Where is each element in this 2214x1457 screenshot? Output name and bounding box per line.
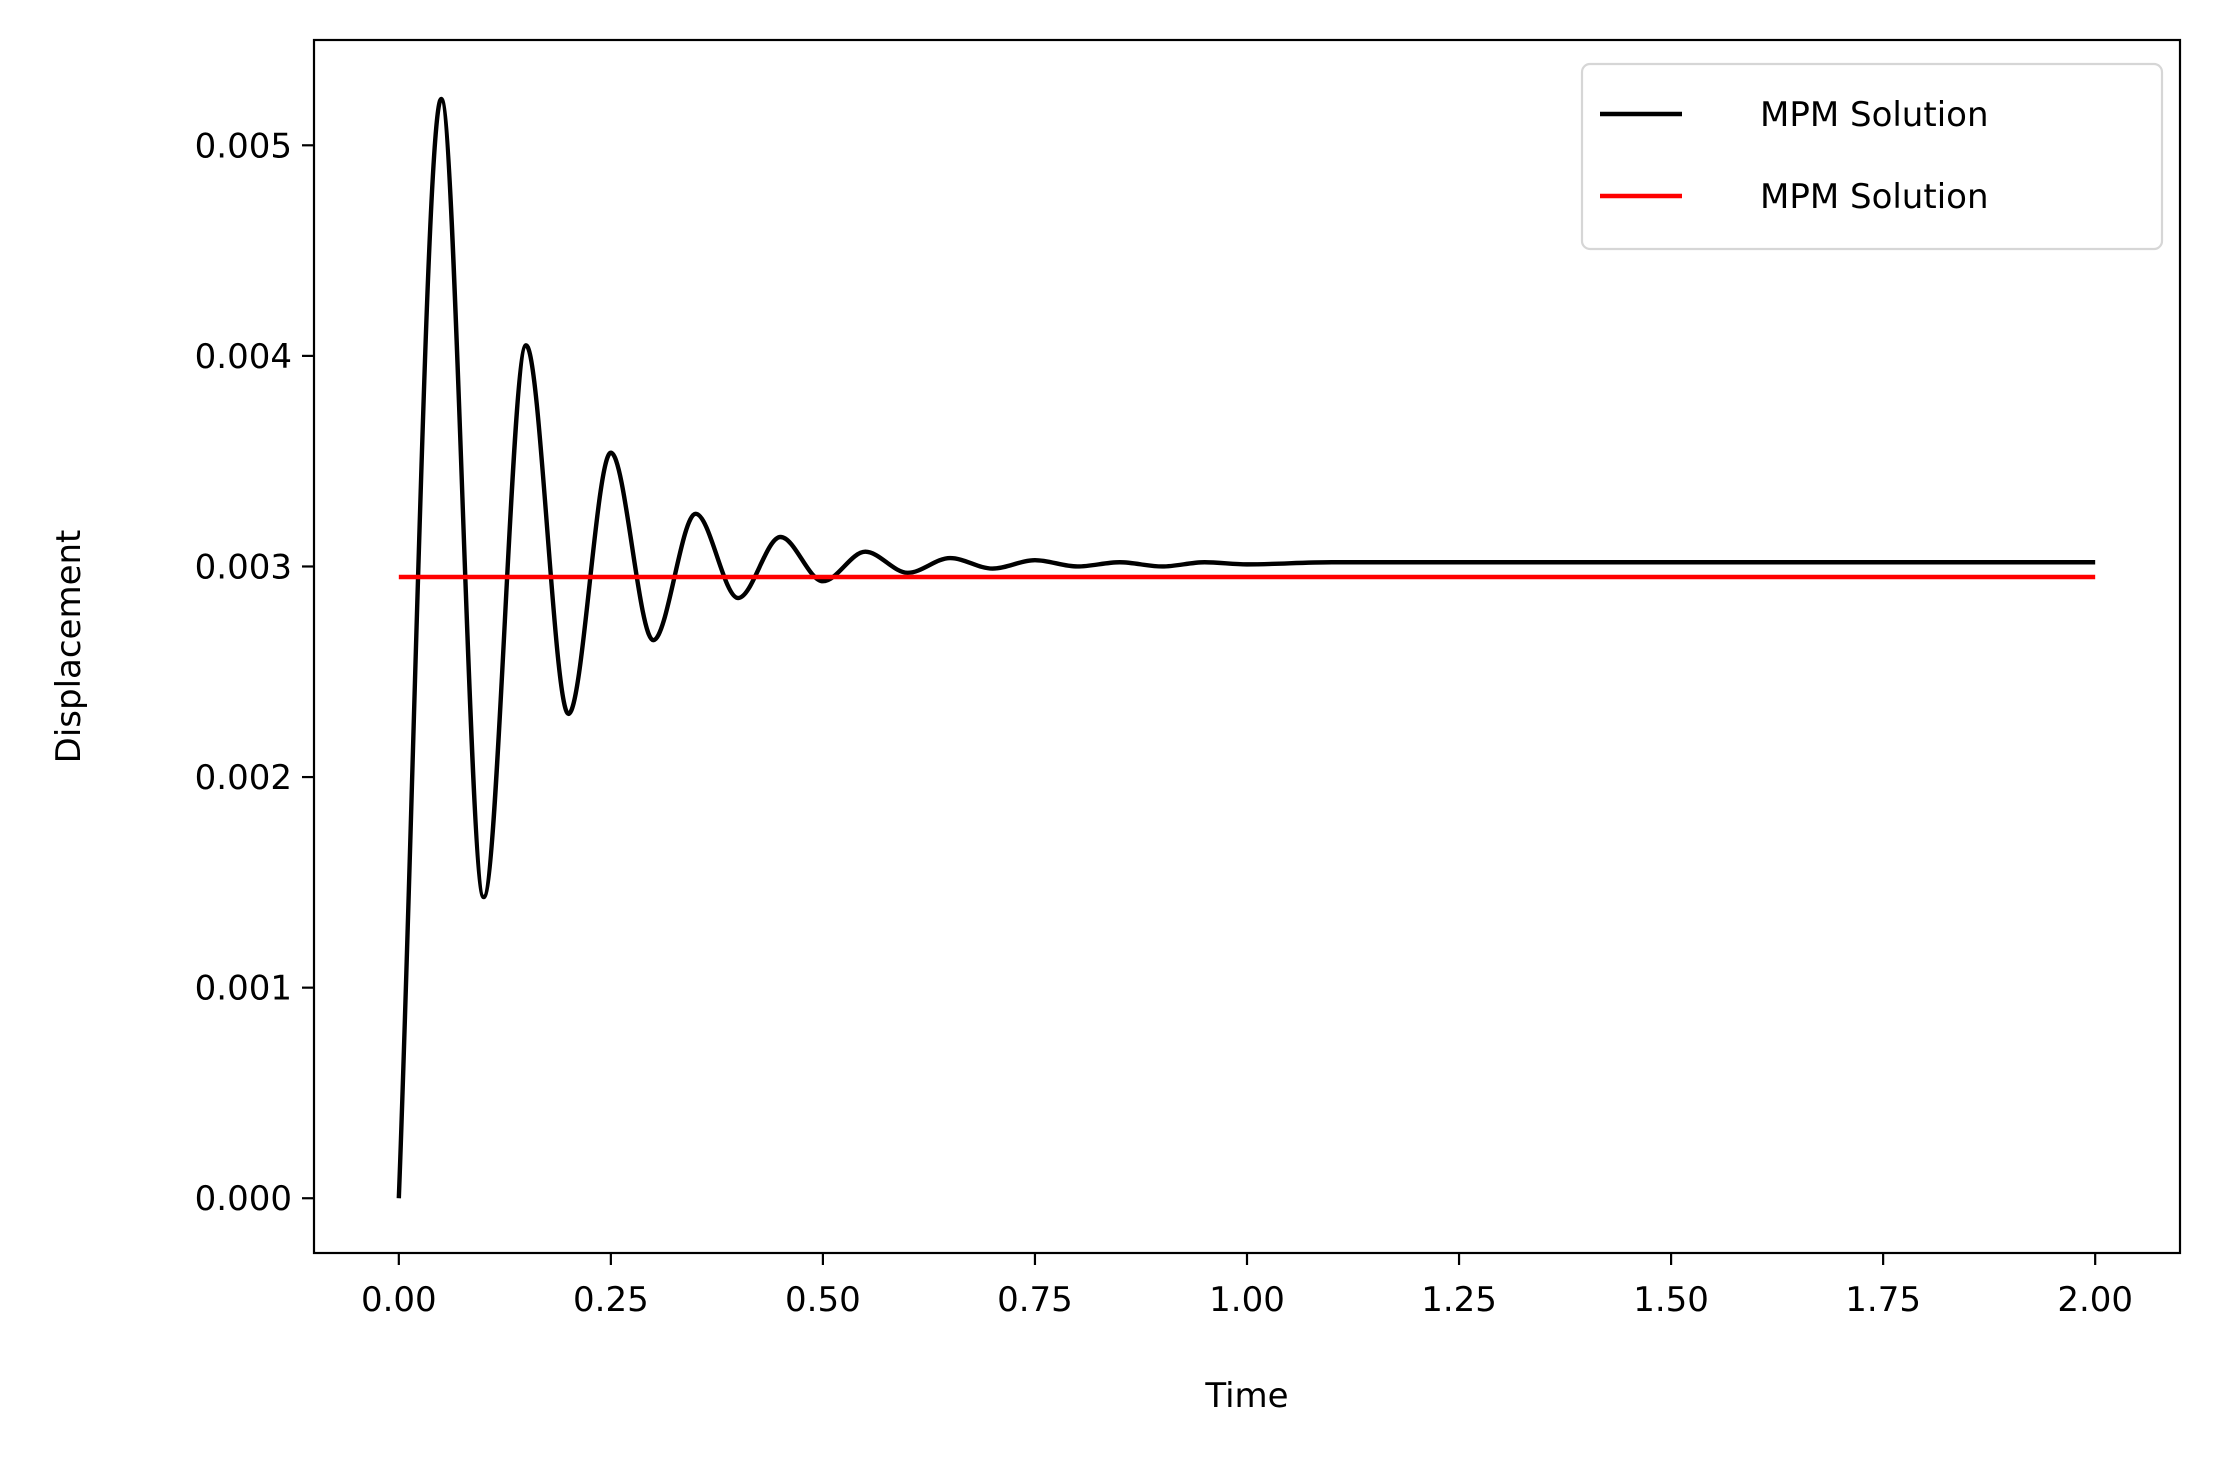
x-tick-label: 2.00 [2057,1280,2133,1320]
y-tick-label: 0.005 [195,126,292,166]
y-tick-label: 0.002 [195,758,292,798]
legend-label-2: MPM Solution [1760,177,1989,217]
x-tick-label: 0.75 [997,1280,1073,1320]
x-tick-label: 1.25 [1421,1280,1497,1320]
x-tick-label: 1.00 [1209,1280,1285,1320]
x-tick-label: 1.75 [1845,1280,1921,1320]
legend: MPM Solution MPM Solution [1580,62,2164,251]
x-tick-label: 0.00 [361,1280,437,1320]
y-tick-label: 0.004 [195,337,292,377]
y-tick-label: 0.003 [195,547,292,587]
x-axis-label: Time [1204,1376,1288,1416]
x-tick-label: 0.50 [785,1280,861,1320]
series-layer [396,96,2096,1199]
legend-box [1580,62,2164,251]
x-tick-label: 0.25 [573,1280,649,1320]
y-axis-label: Displacement [49,530,89,764]
x-tick-label: 1.50 [1633,1280,1709,1320]
y-tick-label: 0.000 [195,1179,292,1219]
ticks-layer: 0.00 0.25 0.50 0.75 1.00 1.25 1.50 1.75 2.00 0.00… [195,126,2133,1320]
series-line-1 [396,96,2096,1199]
legend-label-1: MPM Solution [1760,95,1989,135]
y-tick-label: 0.001 [195,969,292,1009]
